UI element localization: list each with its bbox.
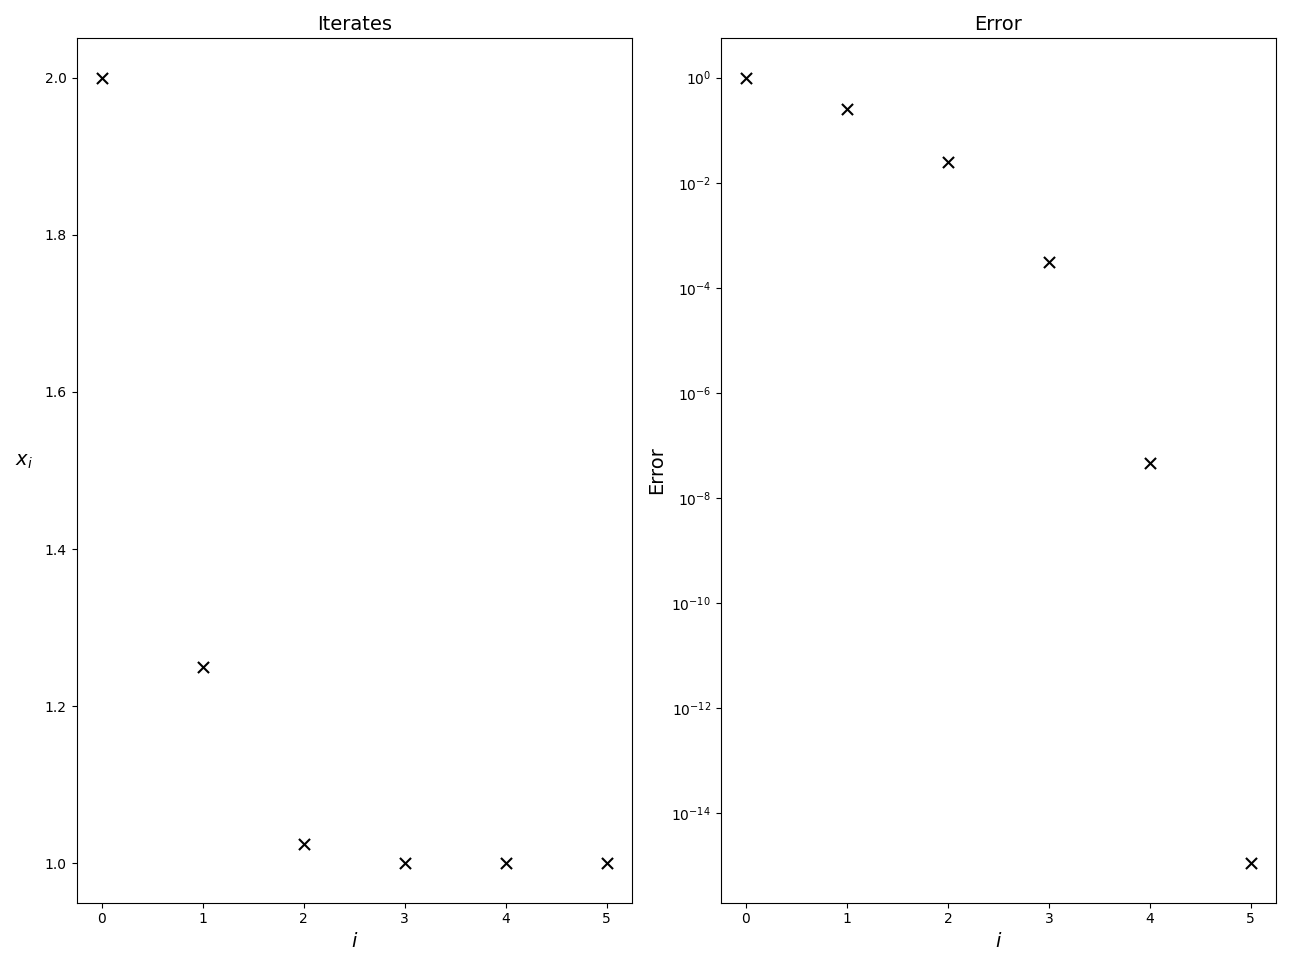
Point — [1038, 255, 1059, 270]
X-axis label: $i$: $i$ — [351, 932, 358, 951]
X-axis label: $i$: $i$ — [994, 932, 1002, 951]
Y-axis label: $x_i$: $x_i$ — [15, 451, 32, 470]
Point — [736, 70, 757, 85]
Point — [837, 101, 857, 117]
Point — [192, 659, 213, 674]
Point — [394, 856, 414, 871]
Point — [1140, 455, 1161, 470]
Y-axis label: Error: Error — [647, 446, 666, 495]
Point — [596, 856, 617, 871]
Point — [496, 856, 516, 871]
Point — [937, 155, 958, 170]
Title: Error: Error — [975, 15, 1022, 34]
Title: Iterates: Iterates — [316, 15, 391, 34]
Point — [92, 70, 112, 85]
Point — [293, 836, 314, 851]
Point — [1241, 856, 1261, 871]
